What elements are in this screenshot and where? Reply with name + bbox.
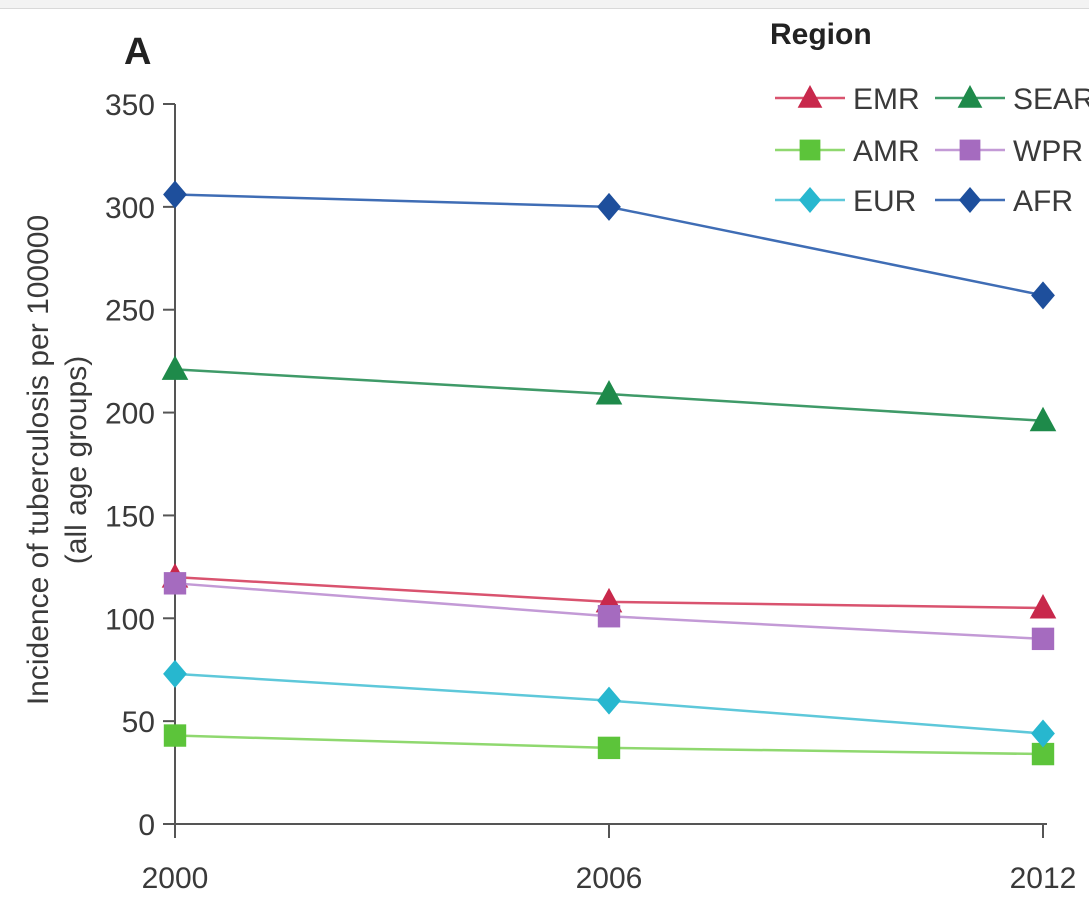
y-tick-label-250: 250 [105,295,155,328]
legend-marker-emr [797,85,823,108]
y-tick-label-0: 0 [138,809,155,842]
y-axis-title-line2: (all age groups) [60,356,93,564]
data-point-emr-2012 [1029,594,1057,619]
x-tick-label-2006: 2006 [576,862,643,895]
legend-item-emr: EMR [775,83,920,116]
data-point-amr-2000 [163,724,187,747]
data-point-sear-2006 [595,380,623,405]
data-point-afr-2006 [597,192,621,221]
legend: EMR SEAR AMR WPR EUR AFR [775,83,1089,218]
legend-label-amr: AMR [853,135,920,168]
legend-label-wpr: WPR [1013,135,1083,168]
data-point-amr-2012 [1031,742,1055,766]
y-tick-label-100: 100 [105,603,155,636]
legend-item-amr: AMR [775,135,920,168]
y-tick-label-150: 150 [105,500,155,533]
legend-marker-wpr [959,139,981,161]
legend-marker-afr [958,187,982,213]
series-layer [161,180,1057,766]
legend-item-afr: AFR [935,185,1073,218]
top-strip [0,0,1089,9]
legend-marker-eur [798,187,822,213]
series-eur [163,659,1055,748]
y-tick-label-200: 200 [105,398,155,431]
legend-item-wpr: WPR [935,135,1083,168]
legend-item-eur: EUR [775,185,916,218]
legend-marker-sear [957,85,983,108]
y-tick-label-50: 50 [122,706,155,739]
data-point-eur-2012 [1031,719,1055,748]
data-point-wpr-2012 [1031,627,1055,651]
legend-title: Region [770,18,872,51]
series-wpr [163,572,1055,651]
series-afr [163,180,1055,310]
legend-label-sear: SEAR [1013,83,1089,116]
data-point-sear-2000 [161,355,189,380]
data-point-wpr-2000 [163,572,187,595]
data-point-sear-2012 [1029,406,1057,432]
panel-label: A [124,31,151,73]
axes: 0 50 100 150 200 250 300 350 2000 2006 2012 [105,89,1076,895]
data-point-eur-2000 [163,659,187,688]
legend-label-afr: AFR [1013,185,1073,218]
data-point-afr-2000 [163,180,187,209]
legend-item-sear: SEAR [935,83,1089,116]
data-point-afr-2012 [1031,281,1055,310]
legend-marker-amr [799,139,821,161]
y-axis-title: Incidence of tuberculosis per 100000 (al… [22,215,93,705]
y-tick-label-350: 350 [105,89,155,122]
data-point-wpr-2006 [597,605,621,628]
x-tick-label-2012: 2012 [1010,862,1077,895]
series-sear [161,355,1057,432]
data-point-amr-2006 [597,736,621,760]
x-tick-label-2000: 2000 [142,862,209,895]
y-axis-title-line1: Incidence of tuberculosis per 100000 [22,215,55,705]
y-tick-label-300: 300 [105,192,155,225]
legend-label-emr: EMR [853,83,920,116]
data-point-eur-2006 [597,686,621,715]
series-amr [163,724,1055,766]
legend-label-eur: EUR [853,185,916,218]
